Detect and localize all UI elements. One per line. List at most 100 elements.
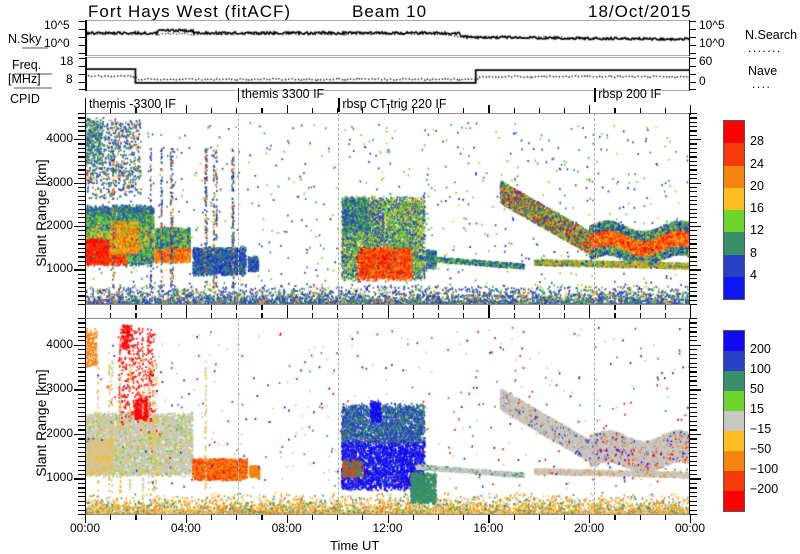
y-minor-tick-right: [690, 442, 697, 444]
y-minor-tick-right: [690, 491, 697, 493]
x-minor-tick: [236, 515, 238, 520]
y-minor-tick-right: [690, 291, 697, 293]
x-minor-tick: [614, 305, 616, 310]
nave-right-label: Nave: [748, 64, 778, 78]
cpid-entry: themis -3300 IF: [89, 97, 176, 111]
y-minor-tick-right: [690, 367, 697, 369]
x-tick-top: [589, 105, 591, 113]
y-minor-tick: [78, 230, 85, 232]
y-minor-tick: [78, 195, 85, 197]
y-tick-label: 3000: [46, 381, 73, 396]
x-tick-top: [135, 108, 137, 113]
y-minor-tick-right: [690, 130, 697, 132]
y-minor-tick-right: [690, 252, 697, 254]
noise-left-underline: [22, 47, 48, 49]
x-major-tick: [488, 305, 490, 313]
cpid-separator: [338, 98, 340, 112]
y-minor-tick-right: [690, 247, 697, 249]
beam-label: Beam 10: [352, 2, 428, 21]
colorbar-tick-label: 20: [750, 178, 764, 193]
y-minor-tick-right: [690, 335, 697, 337]
colorbar-swatch: [724, 351, 744, 371]
y-minor-tick: [78, 496, 85, 498]
y-minor-tick-right: [690, 134, 697, 136]
y-minor-tick: [78, 260, 85, 262]
x-tick-top: [160, 108, 162, 113]
x-tick-top: [110, 108, 112, 113]
y-minor-tick-right: [690, 318, 697, 320]
y-minor-tick: [78, 208, 85, 210]
x-minor-tick: [160, 515, 162, 520]
y-minor-tick: [78, 393, 85, 395]
y-minor-tick-right: [690, 152, 697, 154]
x-major-tick: [85, 305, 87, 313]
y-major-tick: [74, 269, 85, 271]
y-minor-tick: [78, 411, 85, 413]
x-tick-top: [437, 313, 440, 318]
y-minor-tick-right: [690, 160, 697, 162]
y-major-tick-right: [690, 389, 701, 391]
y-minor-tick: [78, 416, 85, 418]
y-minor-tick: [78, 169, 85, 171]
y-minor-tick-right: [690, 260, 697, 262]
y-minor-tick-right: [690, 496, 697, 498]
y-minor-tick: [78, 160, 85, 162]
noise-left-label: N.Sky: [8, 32, 42, 46]
x-tick-top: [563, 313, 566, 318]
x-tick-top: [488, 310, 490, 318]
y-minor-tick-right: [690, 234, 697, 236]
y-minor-tick-right: [690, 147, 697, 149]
y-minor-tick-right: [690, 384, 697, 387]
x-tick-top: [185, 105, 188, 113]
y-minor-tick-right: [690, 358, 697, 360]
colorbar-tick-label: 24: [750, 156, 764, 171]
x-minor-tick: [639, 515, 641, 520]
y-minor-tick: [78, 424, 85, 427]
y-minor-tick: [78, 420, 85, 422]
colorbar-swatch: [724, 491, 744, 511]
y-major-tick: [74, 182, 85, 184]
x-tick-top: [362, 313, 364, 318]
x-tick-top: [185, 310, 188, 318]
y-minor-tick-right: [690, 340, 697, 342]
y-minor-tick: [78, 256, 85, 258]
y-minor-tick: [78, 178, 85, 180]
y-minor-tick: [78, 482, 85, 485]
y-minor-tick: [78, 465, 85, 467]
x-major-tick: [589, 515, 591, 523]
x-axis-ticklabels: 00:00 04:00 08:00 12:00 16:00 20:00 00:00: [70, 521, 705, 539]
y-minor-tick-right: [690, 326, 697, 329]
x-tick-top: [387, 310, 389, 318]
y-minor-tick: [78, 331, 85, 333]
colorbar-swatch: [724, 121, 744, 144]
y-minor-tick-right: [690, 465, 697, 467]
y-minor-tick: [78, 473, 85, 476]
freq-ytick-bottom: 8: [66, 72, 73, 86]
x-tick-top: [614, 108, 616, 113]
x-major-tick: [286, 305, 288, 313]
x-minor-tick: [160, 305, 162, 310]
power-colorbar: 28 24 20 16 12 8 4: [723, 120, 764, 300]
page-title: Fort Hays West (fitACF): [88, 2, 292, 21]
x-minor-tick: [614, 515, 616, 520]
y-minor-tick: [78, 252, 85, 254]
y-minor-tick: [78, 487, 85, 489]
y-minor-tick-right: [690, 156, 697, 158]
x-tick-label: 00:00: [69, 521, 101, 535]
y-minor-tick: [78, 273, 85, 275]
colorbar-tick-label: 100: [750, 362, 771, 376]
y-minor-tick: [78, 380, 85, 382]
x-tick-top: [85, 105, 87, 113]
y-minor-tick-right: [690, 509, 697, 511]
y-minor-tick: [78, 147, 85, 149]
y-major-tick: [74, 389, 85, 391]
colorbar-tick-label: −15: [750, 422, 772, 436]
x-minor-tick: [362, 305, 364, 310]
y-minor-tick: [78, 460, 85, 462]
colorbar-swatch: [724, 451, 744, 471]
noise-ytick-bottom-right: 10^0: [699, 36, 725, 50]
y-minor-tick-right: [690, 295, 697, 297]
y-minor-tick: [78, 358, 85, 360]
freq-left-label-1: Freq.: [12, 58, 42, 72]
y-minor-tick-right: [690, 113, 697, 115]
